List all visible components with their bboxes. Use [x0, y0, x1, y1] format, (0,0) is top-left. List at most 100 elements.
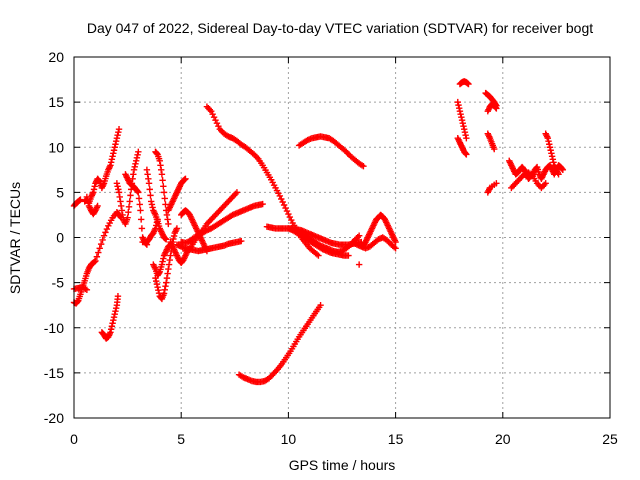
- data-point: [456, 104, 463, 112]
- y-tick-label: 5: [56, 184, 64, 200]
- data-point: [112, 138, 120, 145]
- x-tick-label: 5: [177, 431, 185, 447]
- data-point: [147, 192, 154, 199]
- data-point: [127, 192, 134, 199]
- data-point: [130, 171, 137, 178]
- tick-labels: 0 5 10 15 20 25 -20 -15 -10 -5 0 5 10 15 20: [44, 49, 618, 447]
- data-point: [544, 135, 552, 142]
- data-point: [126, 198, 133, 205]
- data-point: [455, 101, 462, 109]
- data-point: [162, 279, 170, 286]
- data-point: [215, 122, 222, 130]
- data-points: [70, 78, 567, 386]
- data-point: [170, 235, 177, 243]
- series-18: [178, 207, 211, 255]
- data-point: [259, 200, 266, 208]
- data-point: [110, 314, 118, 321]
- data-point: [83, 286, 91, 294]
- data-point: [145, 175, 152, 183]
- data-point: [97, 240, 105, 248]
- data-point: [547, 147, 554, 154]
- data-point: [133, 154, 141, 161]
- data-point: [463, 151, 470, 158]
- y-tick-label: -15: [44, 365, 64, 381]
- data-point: [317, 301, 324, 309]
- data-point: [203, 247, 211, 255]
- data-point: [462, 150, 469, 157]
- data-point: [102, 229, 109, 236]
- data-point: [463, 135, 470, 142]
- data-point: [148, 201, 156, 208]
- data-point: [278, 195, 285, 203]
- data-point: [159, 177, 166, 184]
- data-point: [82, 285, 89, 293]
- data-point: [114, 183, 121, 190]
- data-point: [130, 166, 138, 174]
- data-point: [93, 253, 101, 260]
- y-tick-label: 10: [48, 139, 64, 155]
- data-point: [145, 180, 153, 187]
- data-point: [92, 257, 99, 265]
- data-point: [158, 261, 166, 268]
- y-tick-label: -5: [52, 275, 65, 291]
- series-3: [98, 292, 122, 342]
- data-point: [117, 202, 125, 210]
- data-point: [559, 166, 567, 174]
- series-25: [349, 234, 399, 252]
- data-point: [132, 160, 139, 167]
- data-point: [108, 323, 116, 330]
- data-point: [152, 277, 160, 285]
- data-point: [185, 246, 192, 253]
- data-point: [492, 104, 499, 111]
- data-point: [112, 141, 119, 148]
- data-point: [143, 166, 151, 174]
- data-point: [125, 203, 133, 211]
- series-32: [484, 100, 500, 115]
- data-point: [161, 286, 168, 294]
- data-point: [149, 204, 156, 211]
- data-point: [94, 202, 101, 210]
- data-point: [85, 199, 92, 207]
- data-point: [545, 138, 552, 145]
- data-point: [167, 252, 174, 259]
- data-point: [114, 132, 121, 139]
- data-point: [279, 198, 286, 206]
- series-10: [152, 148, 172, 228]
- data-point: [355, 261, 363, 268]
- data-point: [360, 163, 367, 170]
- data-point: [77, 196, 84, 203]
- series-9: [143, 166, 170, 243]
- data-point: [546, 144, 554, 151]
- data-point: [136, 201, 143, 208]
- data-point: [548, 150, 555, 157]
- data-point: [315, 252, 322, 259]
- data-point: [170, 232, 178, 240]
- data-point: [173, 225, 181, 232]
- data-point: [162, 283, 169, 290]
- data-point: [238, 237, 245, 245]
- data-point: [163, 211, 171, 219]
- x-tick-label: 15: [388, 431, 404, 447]
- x-tick-label: 0: [70, 431, 78, 447]
- data-point: [107, 159, 115, 166]
- data-point: [162, 201, 169, 208]
- data-point: [103, 225, 111, 233]
- data-point: [131, 163, 138, 171]
- data-point: [114, 292, 122, 300]
- data-point: [210, 113, 218, 121]
- data-point: [96, 245, 103, 252]
- data-point: [461, 129, 469, 136]
- data-point: [112, 308, 119, 315]
- data-point: [165, 265, 172, 273]
- chart-title: Day 047 of 2022, Sidereal Day-to-day VTE…: [87, 20, 593, 36]
- y-tick-label: -10: [44, 320, 64, 336]
- data-point: [83, 193, 91, 201]
- data-point: [146, 186, 153, 193]
- data-point: [457, 110, 464, 118]
- series-28: [456, 78, 472, 88]
- data-point: [276, 192, 284, 200]
- data-point: [458, 113, 465, 121]
- series-8: [139, 216, 161, 246]
- series-20: [295, 133, 367, 170]
- data-point: [132, 157, 140, 164]
